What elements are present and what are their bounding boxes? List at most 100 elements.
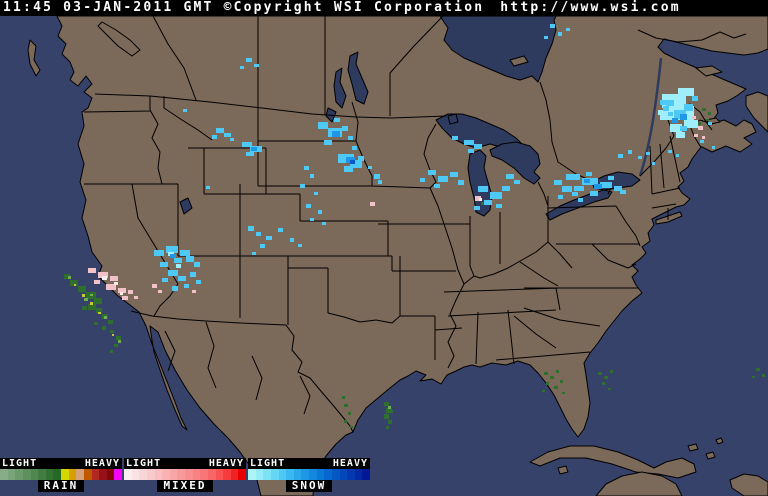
legend-light-label: LIGHT — [250, 458, 286, 469]
mexico-state-borders — [164, 321, 311, 415]
lake-winnipeg — [347, 51, 369, 105]
legend-color-swatch — [263, 469, 271, 480]
legend-color-swatch — [362, 469, 370, 480]
legend-color-swatch — [169, 469, 178, 480]
precip-montana-central-core — [251, 147, 257, 151]
precip-maine-mixed — [692, 116, 705, 139]
precip-michigan-rain-speck — [481, 202, 484, 205]
legend-color-swatch — [316, 469, 325, 480]
legend-color-swatch — [185, 469, 193, 480]
akimiski-island — [509, 55, 529, 67]
us-state-borders-east — [547, 135, 681, 269]
precip-florida-west — [542, 370, 565, 394]
legend-color-swatch — [0, 469, 8, 480]
borders-group — [83, 16, 747, 433]
legend-type-label: MIXED — [157, 480, 213, 492]
precip-quebec — [544, 24, 570, 39]
precip-south-dakota — [300, 166, 326, 225]
legend-color-swatch — [45, 469, 54, 480]
precip-nevada-arizona-snow — [154, 246, 201, 291]
legend-color-swatch — [76, 469, 84, 480]
legend-color-swatch — [38, 469, 46, 480]
legend-color-swatch — [230, 469, 239, 480]
us-canada-border — [94, 93, 713, 207]
legend-color-swatch — [99, 469, 107, 480]
precip-lake-erie-shore — [554, 180, 583, 202]
legend-label-row: SNOW — [248, 480, 370, 492]
legend-color-swatch — [293, 469, 302, 480]
timestamp-text: 11:45 03-JAN-2011 GMT — [3, 0, 214, 15]
legend-color-swatch — [248, 469, 256, 480]
status-bar: 11:45 03-JAN-2011 GMT ©Copyright WSI Corp… — [0, 0, 768, 16]
us-state-borders-south — [400, 261, 638, 365]
precip-colorado — [248, 226, 302, 255]
legend-color-swatch — [215, 469, 224, 480]
legend-color-swatch — [131, 469, 140, 480]
legend-scale-labels: LIGHT HEAVY — [248, 458, 370, 469]
copyright-text: ©Copyright WSI Corporation — [223, 0, 485, 15]
precip-maritimes — [668, 122, 715, 157]
legend-color-swatch — [223, 469, 231, 480]
radar-map-container: LIGHT HEAVY RAIN LIGHT HEAVY MIXED LIGHT HEAVY S… — [0, 16, 768, 496]
legend-color-swatch — [238, 469, 246, 480]
james-bay — [439, 16, 557, 83]
legend-color-swatch — [22, 469, 31, 480]
legend-color-swatch — [255, 469, 264, 480]
legend-label-row: RAIN — [0, 480, 122, 492]
legend-section-rain: LIGHT HEAVY RAIN — [0, 458, 122, 492]
legend-color-swatch — [114, 469, 122, 480]
legend: LIGHT HEAVY RAIN LIGHT HEAVY MIXED LIGHT HEAVY S… — [0, 458, 370, 492]
precip-texas-coast — [342, 396, 353, 428]
legend-color-bar — [0, 469, 122, 480]
legend-color-swatch — [324, 469, 332, 480]
precipitation-layer — [64, 24, 765, 429]
legend-color-swatch — [68, 469, 77, 480]
precip-dakota-minnesota-deep — [350, 160, 355, 164]
legend-color-swatch — [53, 469, 61, 480]
precip-minnesota — [368, 166, 382, 184]
lakes-group — [179, 16, 641, 221]
precip-socal-rain-light — [68, 276, 121, 343]
hispaniola — [729, 473, 768, 496]
legend-type-label: SNOW — [285, 480, 333, 492]
anticosti-island — [695, 65, 723, 77]
precip-upstate-new-york-core — [584, 179, 602, 189]
legend-scale-labels: LIGHT HEAVY — [124, 458, 246, 469]
us-state-borders-west — [83, 96, 301, 325]
precip-gulf-of-mexico — [384, 402, 393, 429]
legend-color-swatch — [354, 469, 363, 480]
legend-color-swatch — [177, 469, 185, 480]
yucatan — [595, 471, 683, 496]
legend-color-swatch — [61, 469, 69, 480]
legend-color-swatch — [7, 469, 16, 480]
precip-michigan-mixed-core — [479, 198, 482, 201]
legend-color-swatch — [207, 469, 216, 480]
legend-heavy-label: HEAVY — [208, 458, 244, 469]
precip-gulf-of-mexico-light — [388, 406, 391, 409]
great-salt-lake — [179, 197, 193, 215]
legend-color-swatch — [331, 469, 340, 480]
legend-color-swatch — [286, 469, 294, 480]
legend-color-swatch — [106, 469, 115, 480]
bahamas-2 — [705, 451, 716, 460]
precip-wisconsin — [420, 170, 464, 188]
isle-of-youth — [557, 465, 569, 475]
us-state-borders-midwest — [423, 123, 549, 369]
legend-label-row: MIXED — [124, 480, 246, 492]
url-text: http://www.wsi.com — [500, 0, 681, 15]
precip-atlantic-edge — [752, 368, 765, 378]
precip-new-england — [618, 150, 655, 165]
legend-color-swatch — [15, 469, 23, 480]
precip-socal-mixed — [88, 268, 138, 300]
precip-wyoming — [206, 186, 210, 189]
lake-manitoba — [333, 67, 347, 109]
legend-color-swatch — [124, 469, 132, 480]
bahamas-1 — [687, 443, 699, 452]
lake-of-the-woods — [447, 113, 459, 125]
vancouver-island — [97, 21, 141, 57]
precip-saskatchewan — [240, 58, 259, 69]
legend-light-label: LIGHT — [2, 458, 38, 469]
haida-island — [27, 39, 41, 77]
legend-color-swatch — [347, 469, 355, 480]
legend-color-swatch — [192, 469, 201, 480]
